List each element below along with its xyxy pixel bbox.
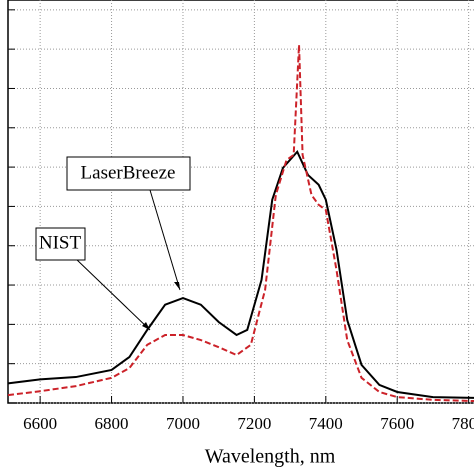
arrow-head (174, 282, 180, 290)
x-tick-label: 6600 (23, 414, 57, 433)
x-tick-label: 7200 (237, 414, 271, 433)
annotation-box (66, 156, 191, 191)
arrow-head (142, 322, 150, 330)
annotation: LaserBreeze (81, 162, 176, 183)
x-axis-label: Wavelength, nm (205, 446, 336, 468)
arrow (149, 189, 181, 291)
line (7, 149, 474, 399)
plot-frame (7, 0, 474, 404)
x-tick-label: 6800 (95, 414, 129, 433)
annotation-box (35, 227, 86, 261)
annotation: NIST (39, 232, 82, 253)
x-tick-label: 7600 (380, 414, 414, 433)
line (7, 44, 474, 403)
x-tick-label: 7000 (166, 414, 200, 433)
x-tick-label: 7400 (309, 414, 343, 433)
x-tick-label: 7800 (452, 414, 474, 433)
arrow (74, 257, 151, 331)
annotations: LaserBreeze NIST (35, 156, 191, 331)
